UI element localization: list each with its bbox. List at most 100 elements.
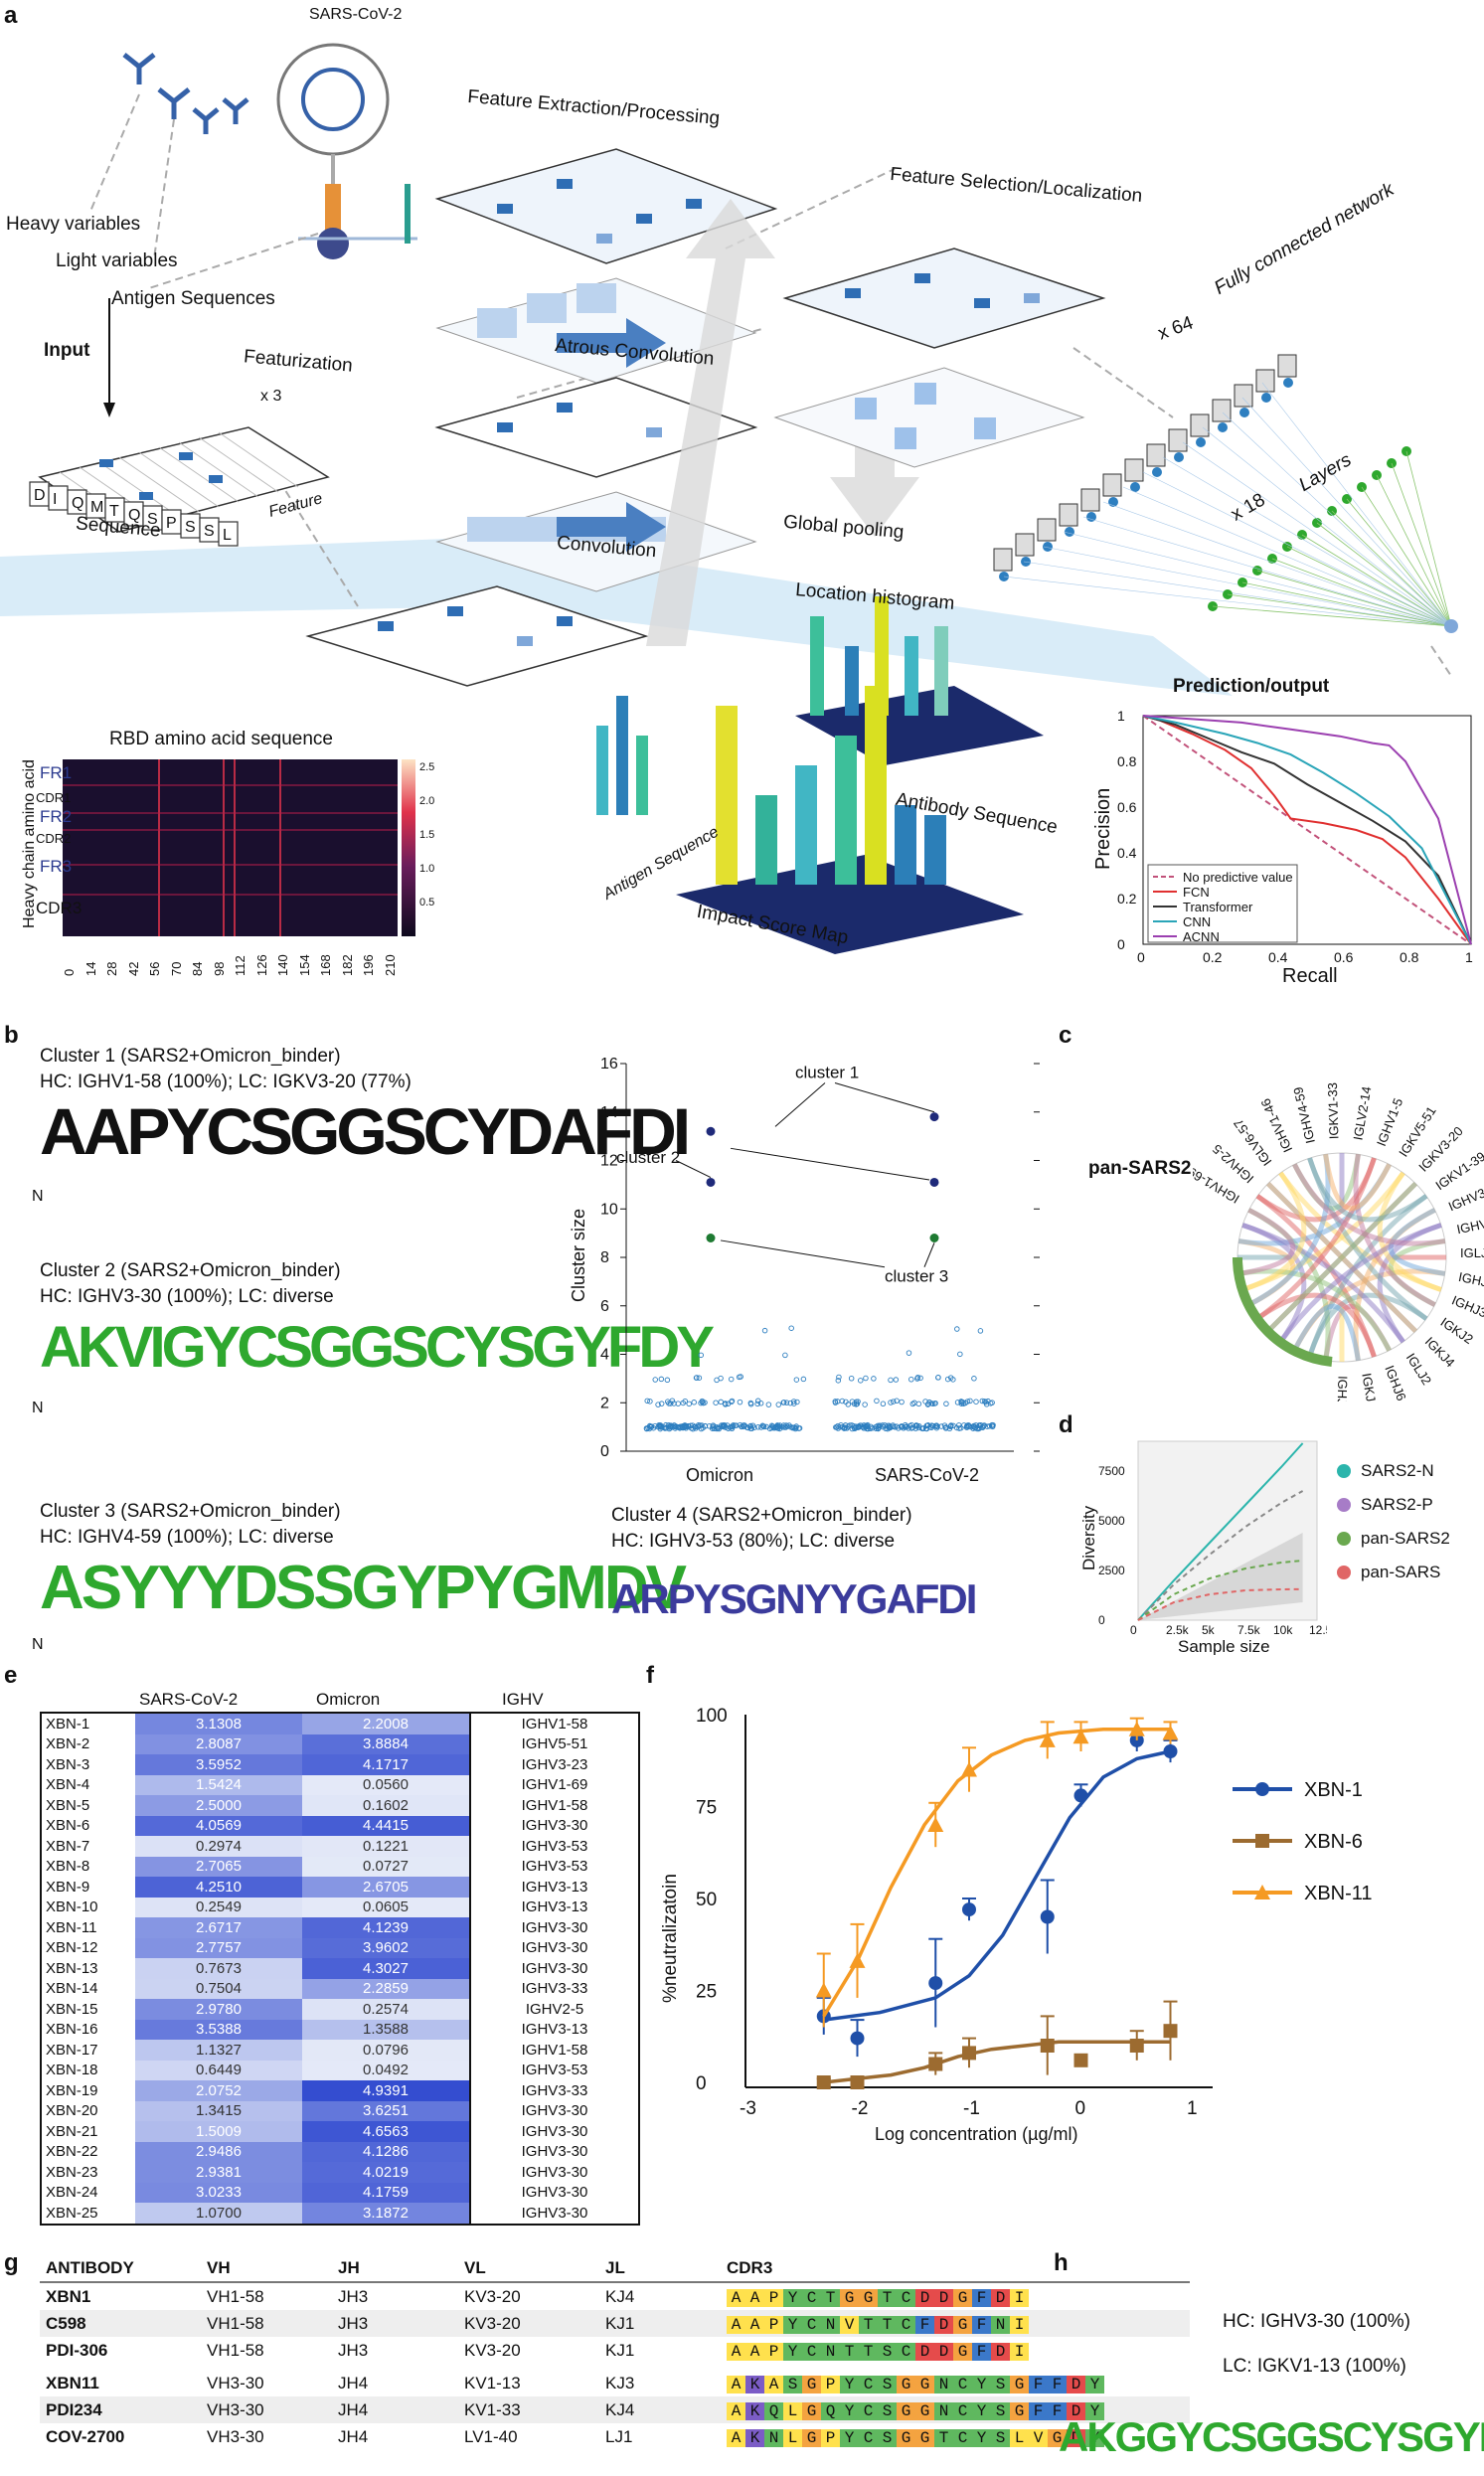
cell-omi: 2.2859 [302,1978,470,1999]
scatter-highlight-point [929,1234,939,1242]
scatter-background-point [691,1400,697,1405]
scatter-background-point [747,1425,753,1431]
scatter-background-point [935,1375,941,1381]
cell-jl: KJ4 [605,2399,635,2419]
scatter-background-point [696,1375,703,1381]
scatter-background-point [933,1423,940,1429]
neut-fit-curve [823,2040,1171,2084]
aa-residue: D [934,2315,953,2334]
fcn-input-cell [1234,384,1253,408]
scatter-background-point [663,1421,669,1428]
scatter-background-point [782,1352,788,1359]
scatter-background-point [666,1401,672,1406]
heatmap-xtick: 42 [125,961,141,976]
scatter-background-point [957,1424,964,1431]
scatter-ytick: 12 [600,1153,618,1170]
logo-n-3: N [32,1636,44,1653]
pr-legend-label: ACNN [1183,929,1220,944]
aa-residue: N [821,2342,840,2361]
input-label: Input [44,340,90,361]
sequence-letter: P [166,515,177,532]
scatter-background-point [863,1375,869,1382]
table-row: XBN-18 0.6449 0.0492 IGHV3-53 [42,2060,638,2080]
scatter-background-point [880,1423,886,1430]
aa-residue: S [878,2375,897,2393]
table-row: XBN-14 0.7504 2.2859 IGHV3-33 [42,1978,638,1999]
pr-series-line [1142,715,1472,945]
scatter-xtick: SARS-CoV-2 [875,1465,979,1485]
aa-residue: Y [783,2342,802,2361]
aa-residue: P [764,2342,783,2361]
scatter-background-point [990,1421,996,1428]
table-row: XBN-2 2.8087 3.8884 IGHV5-51 [42,1733,638,1754]
aa-residue: N [934,2401,953,2420]
header-cell: VH [201,2254,332,2283]
scatter-background-point [947,1375,954,1381]
aa-residue: I [1010,2288,1029,2307]
fcn-neuron [1152,467,1162,477]
scatter-background-point [721,1423,727,1430]
cell-ighv: IGHV5-51 [469,1733,638,1754]
fcn-edge [1405,450,1452,627]
aa-residue: Y [783,2315,802,2334]
aa-residue: Y [1085,2401,1104,2420]
region-fr1: FR1 [40,763,73,782]
header-cell: CDR3 [721,2254,1190,2283]
table-row: XBN-11 2.6717 4.1239 IGHV3-30 [42,1917,638,1938]
scatter-background-point [948,1422,954,1429]
aa-residue: C [802,2288,821,2307]
cell-name: XBN-20 [42,2100,135,2121]
scatter-background-point [761,1327,768,1334]
cell-ighv: IGHV3-33 [469,2080,638,2101]
scatter-background-point [864,1423,871,1430]
aa-residue: P [764,2288,783,2307]
neut-ytick: 50 [696,1890,717,1910]
cluster4-title: Cluster 4 (SARS2+Omicron_binder) [611,1505,912,1526]
input-arrowhead [103,403,115,417]
aa-residue: P [821,2375,840,2393]
table-row: XBN-3 3.5952 4.1717 IGHV3-23 [42,1754,638,1775]
cell-sars: 4.0569 [135,1815,302,1836]
sequence-letter: Q [128,507,140,524]
cell-omi: 0.2574 [302,1999,470,2020]
fcn-edge [1142,471,1452,627]
aa-residue: F [972,2342,991,2361]
cell-name: XBN-15 [42,1999,135,2020]
grey-arrow-up [646,199,775,646]
table-row: XBN1 VH1-58 JH3 KV3-20 KJ4 A A P Y C T G G T C D D G F D I [40,2282,1190,2310]
cell-sars: 0.6449 [135,2060,302,2080]
fcn-edge [1227,593,1452,627]
scatter-highlight-point [706,1126,716,1136]
cell-omi: 3.9602 [302,1937,470,1958]
cell-omi: 2.6705 [302,1877,470,1898]
chord-ribbon [1388,1208,1446,1276]
conv-layer-bottom [305,585,649,687]
cell-ighv: IGHV3-30 [469,2182,638,2203]
logo-n-2: N [32,1400,44,1416]
flow-arrow-2 [557,502,666,552]
scatter-background-point [652,1377,658,1383]
heatmap-xtick: 70 [168,961,184,976]
neut-point [850,2031,865,2046]
table-row: XBN-13 0.7673 4.3027 IGHV3-30 [42,1958,638,1979]
cell-omi: 4.0219 [302,2162,470,2183]
neut-point [927,1817,944,1832]
scatter-background-point [837,1424,844,1430]
neut-fit-curve [822,1728,1171,2018]
scatter-background-point [887,1424,893,1431]
fcn-edge [1241,397,1452,627]
cell-name: XBN-19 [42,2080,135,2101]
neut-point [1162,1725,1179,1740]
aa-residue: I [1010,2342,1029,2361]
fcn-input-cell [1037,518,1057,542]
scatter-background-point [954,1326,960,1332]
chord-ribbon [1255,1157,1377,1321]
scatter-background-point [873,1425,880,1432]
diversity-legend-item: SARS2-P [1337,1495,1481,1515]
aa-residue: A [727,2288,745,2307]
panel-letter-g: g [4,2249,19,2276]
heatmap-title: RBD amino acid sequence [109,729,333,749]
cell-sars: 2.7065 [135,1856,302,1877]
neut-point [962,2046,976,2061]
neut-point [928,2057,943,2071]
